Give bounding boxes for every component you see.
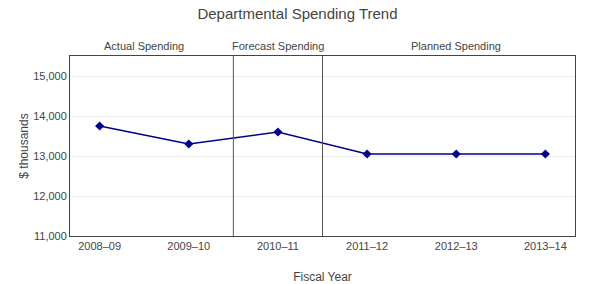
svg-text:2008–09: 2008–09	[78, 240, 121, 252]
svg-text:2011–12: 2011–12	[346, 240, 388, 252]
svg-text:13,000: 13,000	[33, 150, 67, 162]
svg-text:2010–11: 2010–11	[257, 240, 299, 252]
svg-text:12,000: 12,000	[33, 190, 67, 202]
svg-text:Planned Spending: Planned Spending	[411, 40, 501, 52]
svg-text:$ thousands: $ thousands	[17, 113, 31, 178]
svg-text:2013–14: 2013–14	[524, 240, 567, 252]
svg-text:2012–13: 2012–13	[435, 240, 478, 252]
svg-text:15,000: 15,000	[33, 70, 67, 82]
svg-text:Forecast Spending: Forecast Spending	[232, 40, 324, 52]
svg-text:2009–10: 2009–10	[167, 240, 210, 252]
svg-text:Departmental Spending Trend: Departmental Spending Trend	[197, 5, 397, 22]
svg-text:Fiscal Year: Fiscal Year	[293, 270, 352, 284]
svg-text:14,000: 14,000	[33, 110, 67, 122]
svg-text:Actual Spending: Actual Spending	[104, 40, 184, 52]
svg-text:11,000: 11,000	[34, 230, 67, 242]
